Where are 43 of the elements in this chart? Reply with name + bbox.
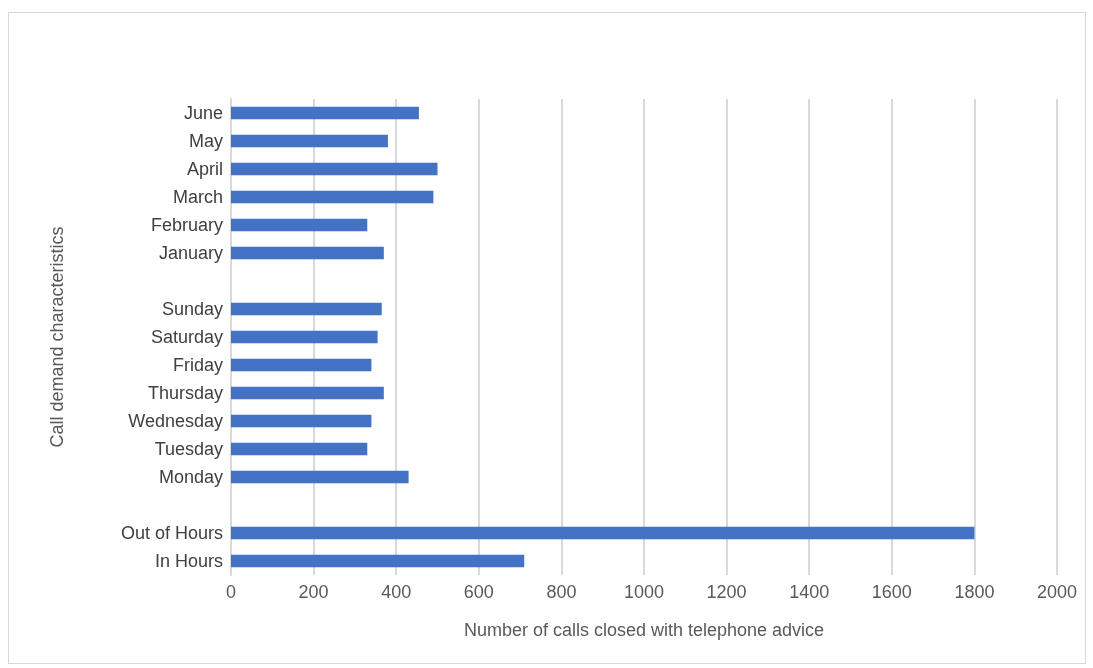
y-tick-label: May bbox=[188, 131, 223, 151]
bar bbox=[231, 218, 368, 232]
x-tick-label: 1200 bbox=[706, 582, 747, 602]
bar bbox=[231, 246, 384, 260]
x-tick-label: 800 bbox=[546, 582, 577, 602]
x-tick-label: 1600 bbox=[871, 582, 912, 602]
y-tick-label: January bbox=[158, 243, 223, 263]
y-tick-label: March bbox=[172, 187, 223, 207]
y-tick-label: Sunday bbox=[161, 299, 223, 319]
y-tick-label: Out of Hours bbox=[120, 523, 223, 543]
bar bbox=[231, 442, 368, 456]
bar bbox=[231, 414, 372, 428]
bar bbox=[231, 358, 372, 372]
y-tick-label: In Hours bbox=[154, 551, 223, 571]
y-tick-label: Thursday bbox=[147, 383, 223, 403]
bar bbox=[231, 190, 434, 204]
y-tick-label: Wednesday bbox=[128, 411, 223, 431]
y-axis-title: Call demand characteristics bbox=[47, 226, 67, 448]
bar bbox=[231, 162, 438, 176]
y-tick-label: Friday bbox=[172, 355, 223, 375]
bar bbox=[231, 302, 382, 316]
x-tick-label: 1400 bbox=[789, 582, 830, 602]
bar bbox=[231, 526, 975, 540]
y-tick-label: February bbox=[150, 215, 223, 235]
x-tick-label: 1000 bbox=[623, 582, 665, 602]
bar bbox=[231, 386, 384, 400]
x-tick-label: 400 bbox=[381, 582, 412, 602]
x-tick-label: 0 bbox=[225, 582, 237, 602]
y-tick-label: Saturday bbox=[150, 327, 223, 347]
bar bbox=[231, 134, 388, 148]
bar bbox=[231, 106, 419, 120]
x-tick-label: 1800 bbox=[954, 582, 995, 602]
x-tick-label: 2000 bbox=[1036, 582, 1078, 602]
x-tick-label: 200 bbox=[298, 582, 329, 602]
y-tick-label: Monday bbox=[158, 467, 223, 487]
bar bbox=[231, 554, 525, 568]
y-tick-label: Tuesday bbox=[154, 439, 223, 459]
bar bbox=[231, 330, 378, 344]
bar bbox=[231, 470, 409, 484]
y-tick-label: April bbox=[186, 159, 223, 179]
x-tick-label: 600 bbox=[463, 582, 494, 602]
y-tick-label: June bbox=[183, 103, 223, 123]
x-axis-title: Number of calls closed with telephone advice bbox=[463, 620, 825, 640]
